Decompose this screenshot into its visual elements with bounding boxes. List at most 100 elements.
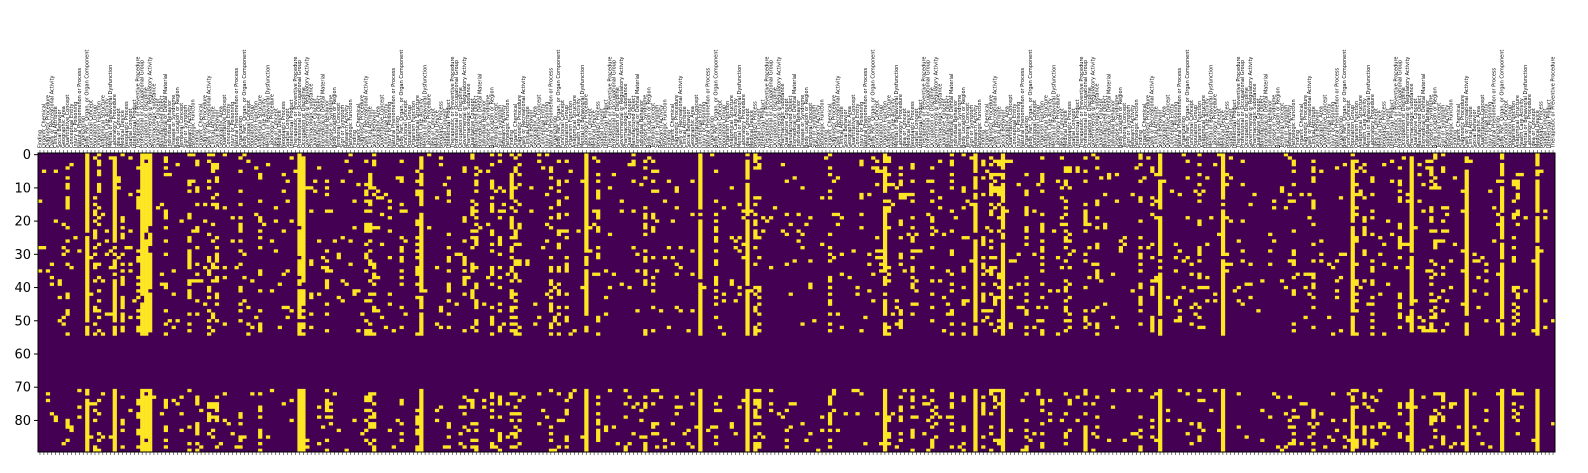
heatmap-cell (1303, 285, 1308, 290)
heatmap-cell (1484, 319, 1489, 323)
heatmap-cell (470, 438, 475, 443)
heatmap-cell (1291, 432, 1296, 436)
heatmap-cell (1405, 422, 1410, 426)
heatmap-cell (1275, 395, 1281, 399)
heatmap-cell (356, 182, 361, 187)
heatmap-cell (446, 422, 451, 429)
heatmap-cell (509, 432, 514, 436)
heatmap-cell (937, 415, 943, 419)
heatmap-cell (1378, 252, 1383, 256)
heatmap-cell (104, 312, 110, 316)
heatmap-cell (544, 192, 550, 197)
heatmap-cell (1205, 275, 1210, 280)
top-tick-label: Health Care Activity (733, 98, 739, 148)
heatmap-cell (1342, 445, 1348, 449)
heatmap-cell (340, 179, 345, 183)
heatmap-cell (289, 398, 294, 403)
top-tick-label: Biomedical or Dental Material (1106, 74, 1112, 148)
heatmap-cell (651, 212, 656, 220)
heatmap-cell (281, 402, 286, 406)
heatmap-cell (989, 172, 994, 180)
heatmap-cell (1165, 408, 1171, 413)
heatmap-cell (564, 408, 569, 416)
heatmap-cell (474, 329, 479, 333)
heatmap-cell (446, 246, 451, 250)
heatmap-cell (1433, 262, 1438, 266)
heatmap-cell (387, 255, 392, 260)
heatmap-cell (1511, 332, 1516, 336)
heatmap-cell (1315, 422, 1320, 426)
heatmap-cell (1425, 166, 1430, 170)
heatmap-cell (415, 445, 420, 452)
heatmap-cell (49, 262, 55, 266)
heatmap-cell (690, 392, 695, 396)
heatmap-cell (1327, 435, 1332, 439)
heatmap-cell (93, 156, 98, 160)
heatmap-cell (497, 285, 503, 290)
heatmap-cell (1362, 226, 1367, 237)
heatmap-cell (757, 162, 762, 170)
top-tick-label: Laboratory Procedure (1370, 94, 1376, 148)
heatmap-cell (1535, 169, 1540, 177)
heatmap-cell (1378, 292, 1383, 296)
heatmap-cell (1334, 428, 1340, 433)
heatmap-cell (670, 442, 675, 446)
top-tick-label: Finding (666, 130, 672, 148)
heatmap-cell (364, 319, 369, 323)
heatmap-cell (1409, 388, 1414, 452)
heatmap-cell (1441, 309, 1446, 313)
heatmap-cell (281, 172, 286, 177)
heatmap-cells (38, 153, 1556, 452)
heatmap-cell (961, 425, 966, 433)
heatmap-cell (1468, 159, 1473, 163)
heatmap-cell (855, 285, 860, 290)
heatmap-cell (1433, 239, 1438, 250)
heatmap-cell (513, 242, 518, 247)
heatmap-cell (93, 279, 98, 283)
heatmap-cell (981, 176, 986, 180)
heatmap-cell (1354, 438, 1359, 449)
heatmap-cell (1193, 189, 1198, 193)
heatmap-cell (96, 216, 102, 220)
heatmap-cell (737, 285, 742, 290)
heatmap-cell (120, 262, 125, 266)
heatmap-cell (1138, 295, 1143, 306)
heatmap-cell (1189, 422, 1194, 426)
heatmap-cell (238, 319, 243, 323)
top-tick-label: Natural Phenomenon or Process (234, 67, 240, 148)
top-tick-label: Clinical Attribute (525, 106, 531, 148)
heatmap-cell (124, 246, 129, 250)
heatmap-cell (643, 279, 648, 286)
heatmap-cell (839, 325, 844, 330)
heatmap-cell (187, 249, 192, 270)
heatmap-cell (1499, 322, 1505, 336)
heatmap-cell (458, 432, 463, 436)
heatmap-cell (655, 432, 660, 436)
heatmap-cell (195, 422, 200, 436)
heatmap-cell (399, 282, 404, 286)
heatmap-cell (635, 252, 640, 256)
heatmap-cell (254, 315, 259, 320)
heatmap-cell (53, 415, 58, 423)
heatmap-cell (1330, 265, 1336, 270)
heatmap-cell (1511, 236, 1516, 240)
heatmap-cell (1197, 285, 1202, 290)
heatmap-cell (238, 216, 243, 220)
top-tick-label: Disease or Syndrome (171, 95, 177, 148)
heatmap-cell (1370, 265, 1375, 273)
heatmap-cell (1197, 305, 1202, 310)
heatmap-cell (1460, 269, 1465, 273)
top-tick-label: Daily or Recreational Activity (49, 76, 55, 148)
heatmap-cell (596, 172, 601, 177)
heatmap-cell (1370, 209, 1375, 213)
heatmap-cell (466, 428, 471, 433)
heatmap-cell (517, 428, 522, 433)
heatmap-cell (372, 226, 377, 230)
heatmap-cell (690, 309, 695, 313)
heatmap-cell (93, 408, 98, 413)
heatmap-cell (513, 315, 518, 320)
heatmap-cell (128, 156, 133, 160)
heatmap-cell (1158, 216, 1163, 256)
heatmap-cell (96, 398, 102, 403)
heatmap-cell (544, 415, 550, 419)
